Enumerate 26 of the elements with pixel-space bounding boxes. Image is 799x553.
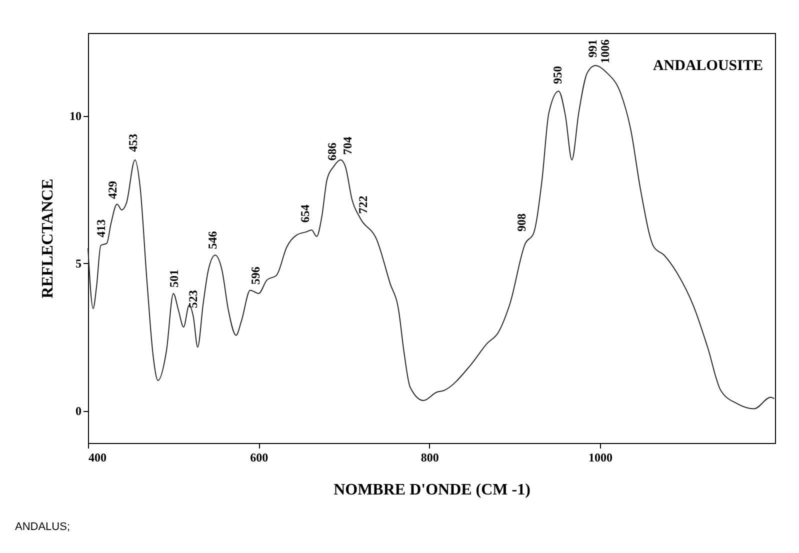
annotation: 453 bbox=[126, 134, 140, 152]
annotation: 654 bbox=[298, 204, 312, 223]
annotation: 413 bbox=[94, 219, 108, 238]
annotation: 686 bbox=[325, 142, 340, 161]
annotation: 704 bbox=[340, 136, 354, 155]
x-tick-label: 800 bbox=[420, 450, 439, 464]
annotation: 546 bbox=[206, 231, 220, 250]
y-tick-label: 0 bbox=[76, 404, 82, 418]
annotation: 722 bbox=[356, 196, 370, 214]
x-axis-title: NOMBRE D'ONDE (CM -1) bbox=[334, 482, 530, 498]
annotation: 908 bbox=[514, 213, 529, 232]
text: ANDALOUSITE bbox=[652, 58, 763, 74]
x-tick-label: 400 bbox=[88, 450, 106, 464]
annotation: 950 bbox=[550, 66, 564, 84]
x-tick-label: 600 bbox=[250, 450, 268, 464]
x-tick-label: 1000 bbox=[588, 450, 613, 464]
annotation: 596 bbox=[248, 266, 262, 285]
y-axis-title: REFLECTANCE bbox=[40, 178, 56, 298]
annotation: 1006 bbox=[598, 39, 612, 64]
annotation: 501 bbox=[167, 270, 182, 288]
y-tick-label: 10 bbox=[70, 109, 82, 124]
text: ANDALUS; bbox=[15, 521, 70, 533]
y-tick-label: 5 bbox=[76, 256, 82, 271]
annotation: 523 bbox=[186, 290, 200, 308]
annotation: 429 bbox=[106, 181, 120, 200]
annotation: 991 bbox=[585, 39, 600, 58]
